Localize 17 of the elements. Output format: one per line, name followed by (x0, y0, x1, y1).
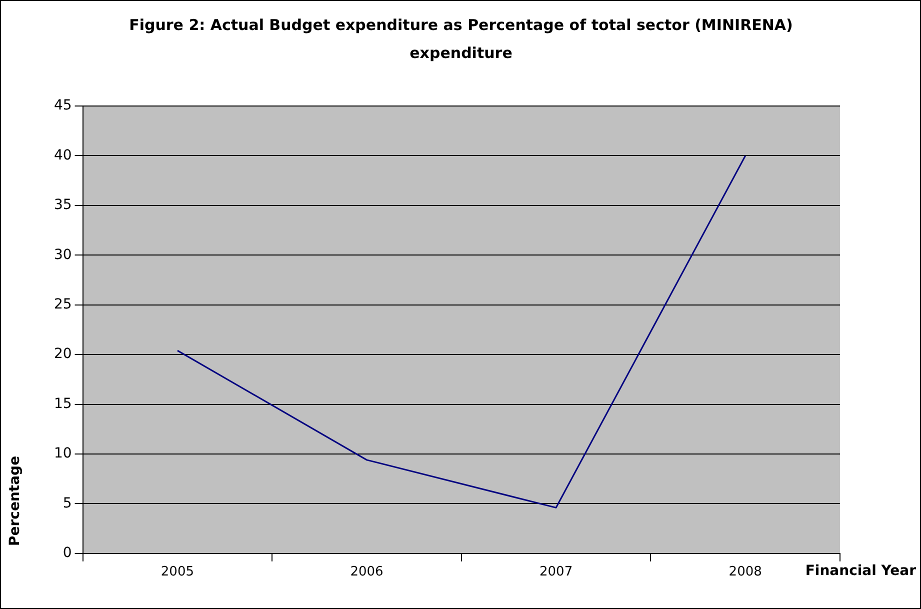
y-tick-label: 0 (62, 545, 72, 562)
x-tick-label: 2005 (160, 564, 194, 580)
y-tick-label: 5 (62, 495, 72, 512)
x-axis-title: Financial Year (805, 563, 916, 579)
y-tick-label: 25 (54, 296, 72, 312)
chart-title: Figure 2: Actual Budget expenditure as Percentage of total sector (MINIRENA) expenditure (128, 15, 794, 64)
y-tick-label: 15 (54, 396, 72, 412)
x-tick-label: 2008 (728, 564, 762, 580)
y-tick-label: 40 (54, 147, 72, 164)
y-tick-label: 35 (54, 197, 72, 214)
x-tick-label: 2006 (350, 564, 384, 580)
y-tick-label: 30 (54, 246, 72, 263)
y-axis-title: Percentage (7, 456, 23, 546)
y-tick-label: 10 (54, 446, 72, 462)
x-tick-label: 2007 (540, 564, 573, 580)
y-tick-label: 45 (54, 98, 72, 114)
y-tick-label: 20 (54, 346, 72, 362)
